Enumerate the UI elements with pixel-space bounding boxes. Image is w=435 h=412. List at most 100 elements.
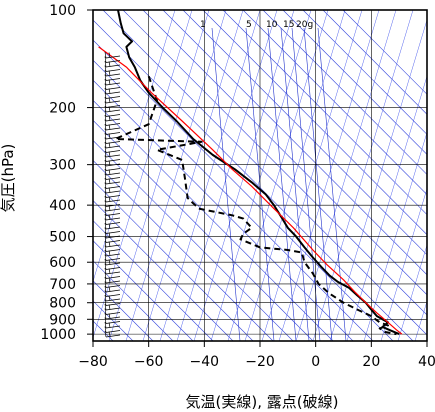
wind-barb-feather — [104, 249, 107, 257]
wind-barb — [105, 240, 121, 243]
wind-barb-feather — [104, 231, 107, 239]
wind-barb-feather — [108, 268, 111, 274]
wind-barb-feather — [104, 294, 107, 302]
wind-barb-feather — [108, 160, 111, 166]
wind-barb-feather — [108, 97, 111, 103]
wind-barb-feather — [108, 205, 111, 211]
moist-adiabat-line — [312, 10, 414, 341]
mixing-ratio-line — [291, 27, 321, 341]
wind-barb-feather — [104, 105, 107, 113]
wind-barb-feather — [108, 187, 111, 193]
wind-barb-feather — [108, 286, 111, 292]
mixing-ratio-label: 15 — [283, 20, 294, 30]
background-lines — [93, 10, 427, 341]
wind-barb-feather — [104, 101, 107, 108]
wind-barb-feather — [108, 304, 111, 310]
mixing-ratio-label: 5 — [246, 20, 252, 30]
wind-barb — [105, 132, 121, 135]
wind-barb — [105, 334, 121, 338]
y-tick-label: 200 — [49, 101, 76, 117]
wind-barb — [105, 262, 121, 266]
moist-adiabat-line — [176, 10, 278, 341]
wind-barb-feather — [108, 169, 111, 175]
moist-adiabat-line — [363, 131, 427, 341]
wind-barb-feather — [104, 290, 107, 297]
dry-adiabat-line — [93, 260, 174, 341]
wind-barb — [105, 213, 121, 216]
wind-barb — [105, 325, 121, 329]
moist-adiabat-line — [329, 19, 427, 341]
wind-barb-feather — [104, 200, 107, 207]
wind-barb-feather — [104, 204, 107, 212]
wind-barb — [105, 303, 121, 306]
wind-barb — [105, 271, 121, 275]
x-tick-label: 0 — [311, 354, 320, 370]
wind-barb-feather — [104, 326, 107, 333]
x-tick-label: 20 — [362, 354, 380, 370]
wind-barb-feather — [104, 258, 107, 266]
x-tick-label: −40 — [190, 354, 220, 370]
wind-barb-feather — [104, 159, 107, 167]
mixing-ratio-line — [280, 27, 310, 341]
mixing-ratio-label: 10 — [266, 20, 278, 30]
axis-layer — [87, 9, 428, 347]
y-tick-label: 500 — [49, 230, 76, 246]
dry-adiabat-line — [122, 10, 427, 316]
wind-barb-feather — [108, 223, 111, 229]
wind-barb-feather — [104, 155, 107, 162]
wind-barb-feather — [108, 277, 111, 283]
dry-adiabat-line — [202, 10, 427, 236]
moist-adiabat-line — [278, 10, 380, 341]
wind-barb-feather — [104, 150, 107, 158]
label-layer: −80 −60 −40 −20 0 20 40 100 200 300 400 500 600 700 80… — [40, 3, 435, 370]
wind-barb-feather — [108, 52, 111, 58]
wind-barb-feather — [108, 214, 111, 220]
wind-barb-feather — [108, 70, 111, 76]
wind-barb — [105, 105, 121, 108]
wind-barb-feather — [104, 227, 107, 234]
wind-barb — [105, 55, 121, 59]
wind-barb — [105, 285, 121, 288]
moist-adiabat-line — [261, 10, 363, 341]
wind-barb-feather — [104, 303, 107, 311]
mixing-ratio-line — [211, 27, 241, 341]
wind-barb — [105, 145, 121, 149]
y-tick-label: 900 — [49, 312, 76, 328]
wind-barb — [105, 321, 121, 324]
wind-barb-feather — [108, 322, 111, 328]
dry-adiabat-line — [93, 99, 334, 341]
wind-barb-feather — [104, 51, 107, 59]
moist-adiabat-line — [142, 10, 244, 341]
wind-barb-feather — [104, 222, 107, 230]
wind-barb-feather — [108, 241, 111, 247]
dry-adiabat-line — [242, 10, 427, 195]
x-tick-label: 40 — [418, 354, 435, 370]
wind-barb-feather — [104, 141, 107, 149]
wind-barb-feather — [108, 331, 111, 337]
wind-barb-feather — [104, 137, 107, 144]
wind-barb — [105, 159, 121, 162]
wind-barb-feather — [104, 96, 107, 104]
wind-barb-feather — [104, 65, 107, 72]
wind-barb — [105, 298, 121, 302]
wind-barb — [105, 267, 121, 270]
wind-barb-feather — [104, 128, 107, 135]
wind-barbs — [104, 51, 121, 338]
wind-barb-feather — [108, 61, 111, 67]
dry-adiabat-line — [93, 79, 354, 341]
wind-barb — [105, 307, 121, 311]
wind-barb-feather — [104, 272, 107, 279]
wind-barb — [105, 82, 121, 86]
wind-barb-feather — [108, 133, 111, 139]
wind-barb — [105, 208, 121, 212]
wind-barb — [105, 190, 121, 194]
wind-barb — [105, 127, 121, 131]
wind-barb-feather — [104, 330, 107, 338]
wind-barb-feather — [104, 92, 107, 99]
dry-adiabat-line — [262, 10, 427, 175]
wind-barb-feather — [108, 196, 111, 202]
mixing-ratio-line — [317, 27, 347, 341]
dry-adiabat-line — [302, 10, 427, 135]
wind-barb-feather — [104, 276, 107, 284]
